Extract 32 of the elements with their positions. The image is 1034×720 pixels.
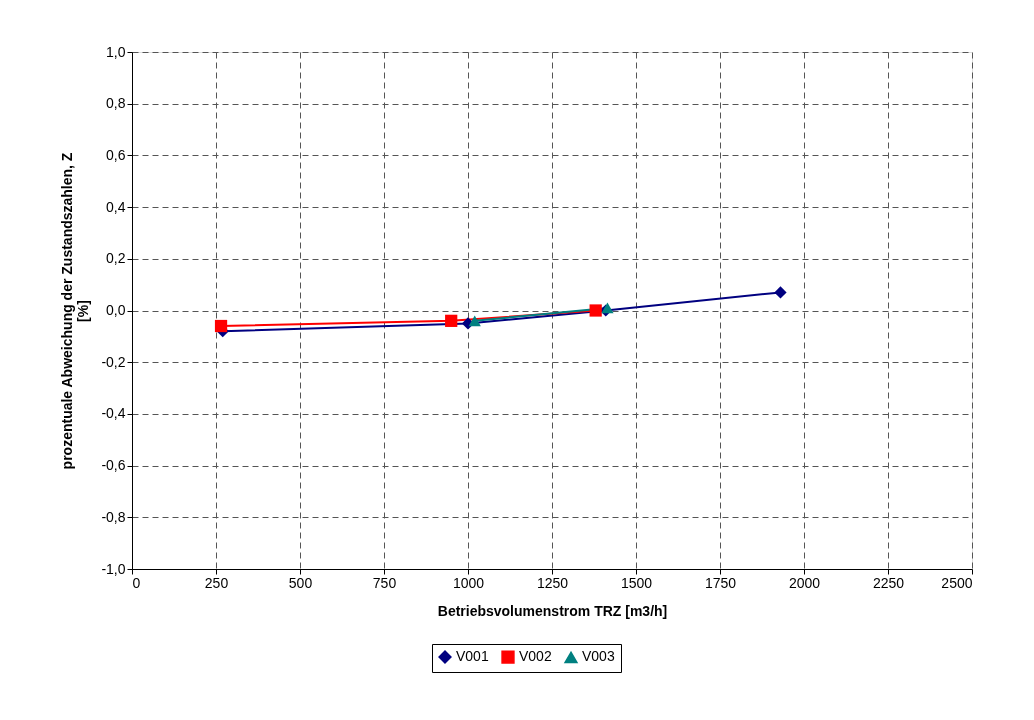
point	[214, 319, 228, 333]
y-tick-label: 0,8	[106, 95, 126, 112]
y-tick-label: 0,2	[106, 250, 126, 267]
x-tick-label: 0	[132, 574, 141, 591]
point	[445, 314, 458, 327]
x-tick-label: 1250	[536, 574, 569, 591]
x-tick-label: 1750	[704, 574, 737, 591]
x-tick-label: 2500	[941, 574, 973, 591]
y-tick-label: -0,6	[101, 457, 126, 474]
x-tick-label: 2000	[788, 574, 821, 591]
y-tick-label: -1,0	[101, 560, 126, 577]
y-tick-label: 0,0	[106, 302, 126, 318]
legend-label: V003	[582, 648, 615, 665]
x-tick-label: 2250	[872, 574, 905, 591]
x-tick-label: 1500	[620, 574, 653, 591]
text: prozentuale Abweichung der Zustandszahlen, Z	[59, 152, 76, 470]
legend-label: V002	[519, 648, 552, 665]
point	[774, 286, 787, 299]
y-tick-label: 0,4	[106, 198, 126, 215]
x-tick-label: 1000	[452, 574, 485, 591]
y-tick-label: 0,6	[106, 146, 126, 163]
y-tick-label: -0,4	[101, 405, 126, 422]
point	[589, 304, 602, 317]
y-tick-label: -0,8	[101, 508, 126, 525]
x-tick-label: 750	[372, 574, 397, 591]
legend-label: V001	[456, 648, 489, 665]
y-tick-label: 1,0	[106, 43, 126, 60]
x-tick-label: 500	[288, 574, 313, 591]
x-axis-title: Betriebsvolumenstrom TRZ [m3/h]	[437, 602, 668, 619]
x-tick-label: 250	[204, 574, 229, 591]
text: [%]	[75, 300, 92, 322]
y-tick-label: -0,2	[101, 353, 126, 370]
